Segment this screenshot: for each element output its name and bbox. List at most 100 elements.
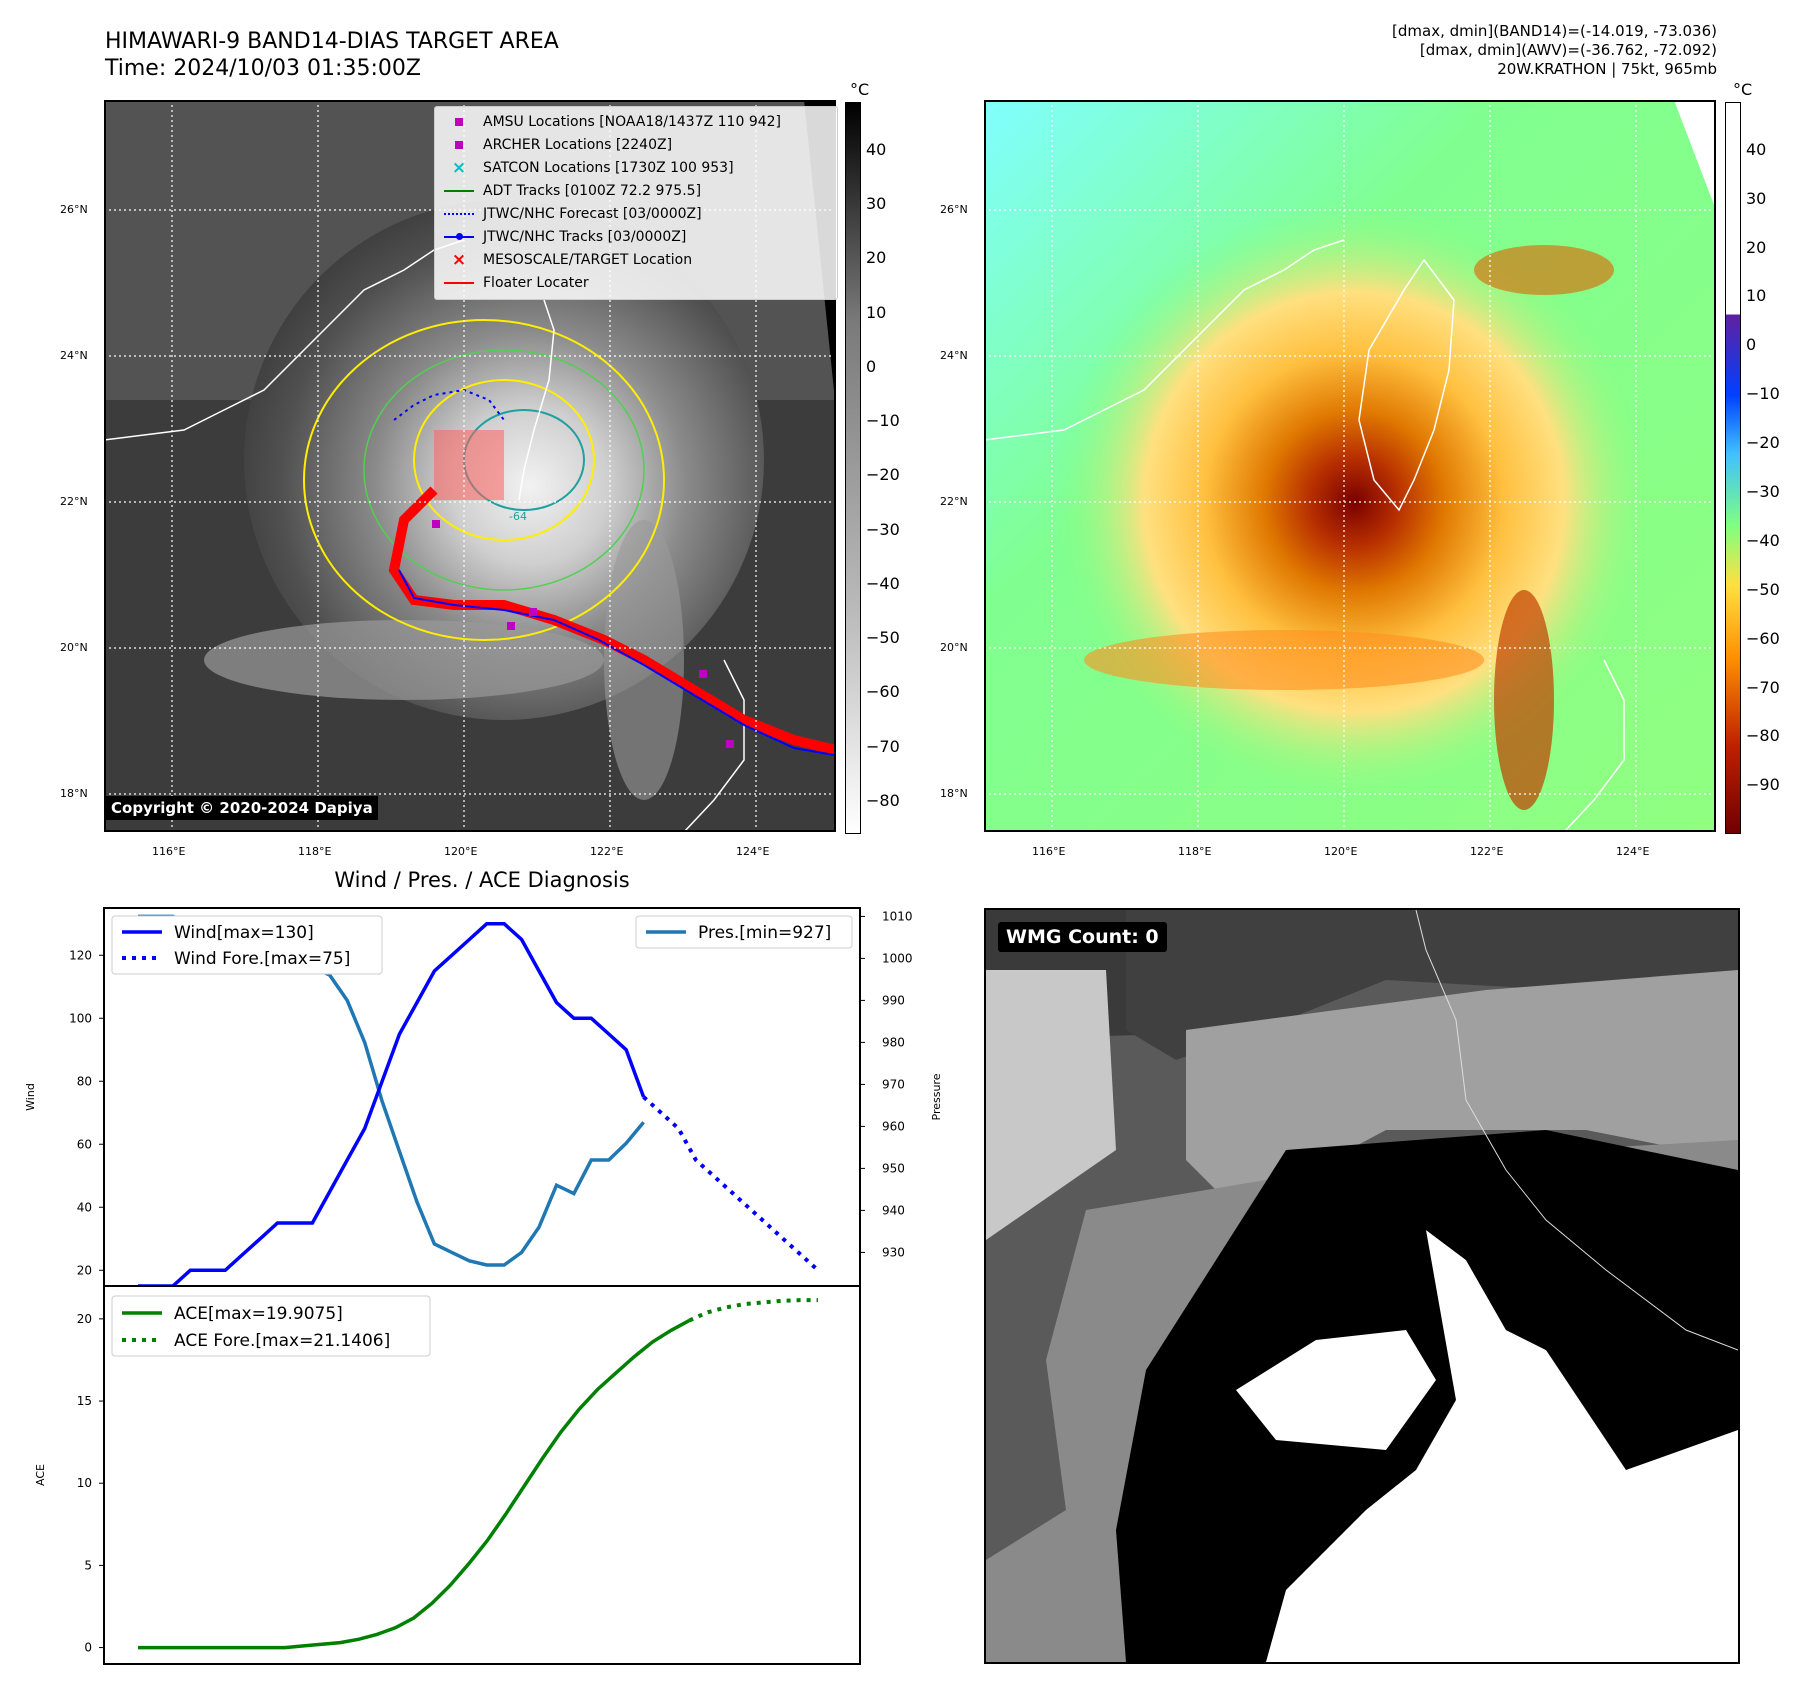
legend-marker-icon bbox=[441, 203, 477, 226]
lat-label-26: 26°N bbox=[60, 203, 88, 216]
lon-label-116: 116°E bbox=[152, 845, 186, 858]
legend-marker-icon bbox=[441, 226, 477, 249]
figure-title: HIMAWARI-9 BAND14-DIAS TARGET AREA Time:… bbox=[105, 28, 559, 82]
pressure-legend: Pres.[min=927] bbox=[635, 915, 853, 949]
ir-satellite-map: -64 AMSU Locations [NO bbox=[103, 100, 838, 833]
info-line-2: [dmax, dmin](AWV)=(-36.762, -72.092) bbox=[1419, 41, 1717, 59]
color-ir-map bbox=[983, 100, 1716, 833]
wind-axis-label: Wind bbox=[24, 1083, 37, 1111]
ace-legend: ACE[max=19.9075] ACE Fore.[max=21.1406] bbox=[111, 1295, 431, 1357]
legend-label: JTWC/NHC Forecast [03/0000Z] bbox=[483, 206, 702, 222]
contour-label: -64 bbox=[509, 510, 527, 523]
ace-axes: 0 5 10 15 20 ACE ACE[max=19.9075] ACE Fore.[max… bbox=[34, 1285, 861, 1665]
legend-label: SATCON Locations [1730Z 100 953] bbox=[483, 160, 734, 176]
legend-entry: × SATCON Locations [1730Z 100 953] bbox=[441, 157, 831, 180]
ace-y-tick-label: 20 bbox=[77, 1312, 92, 1326]
amsu-markers bbox=[432, 520, 734, 748]
legend-marker-icon bbox=[441, 134, 477, 157]
wind-y-tick-label: 20 bbox=[77, 1263, 92, 1277]
ace-axis-label: ACE bbox=[34, 1464, 47, 1486]
pressure-legend-label: Pres.[min=927] bbox=[698, 923, 831, 943]
legend-entry: ADT Tracks [0100Z 72.2 975.5] bbox=[441, 180, 831, 203]
gray-colorbar bbox=[845, 102, 861, 834]
map-legend: AMSU Locations [NOAA18/1437Z 110 942] ARC… bbox=[434, 106, 838, 300]
legend-entry: × MESOSCALE/TARGET Location bbox=[441, 249, 831, 272]
legend-entry: AMSU Locations [NOAA18/1437Z 110 942] bbox=[441, 111, 831, 134]
pressure-y-tick-label: 990 bbox=[882, 993, 905, 1007]
color-map-gridlines bbox=[984, 100, 1716, 832]
ace-legend-box bbox=[111, 1295, 431, 1357]
diagnosis-chart-svg: 2040608010012093094095096097098099010001… bbox=[24, 907, 943, 1665]
pressure-y-tick-label: 950 bbox=[882, 1161, 905, 1175]
lon-label-122: 122°E bbox=[590, 845, 624, 858]
lat-label-24: 24°N bbox=[60, 349, 88, 362]
ace-forecast-legend-label: ACE Fore.[max=21.1406] bbox=[174, 1331, 390, 1351]
pressure-y-tick-label: 930 bbox=[882, 1245, 905, 1259]
wind-legend: Wind[max=130] Wind Fore.[max=75] bbox=[111, 915, 383, 975]
legend-label: ARCHER Locations [2240Z] bbox=[483, 137, 673, 153]
wind-legend-label: Wind[max=130] bbox=[174, 923, 314, 943]
wind-forecast-series-line bbox=[642, 1095, 820, 1272]
title-line-2: Time: 2024/10/03 01:35:00Z bbox=[105, 56, 421, 81]
title-line-1: HIMAWARI-9 BAND14-DIAS TARGET AREA bbox=[105, 29, 559, 54]
ace-legend-label: ACE[max=19.9075] bbox=[174, 1304, 343, 1324]
pressure-axis-label: Pressure bbox=[930, 1073, 943, 1120]
wind-legend-box bbox=[111, 915, 383, 975]
legend-marker-icon bbox=[441, 111, 477, 134]
wind-y-tick-label: 120 bbox=[69, 948, 92, 962]
legend-entry: ARCHER Locations [2240Z] bbox=[441, 134, 831, 157]
wind-pressure-axes: 20 40 60 80 100 120 930 940 950 960 970 980 990 1000 1… bbox=[24, 907, 943, 1288]
pressure-y-tick-label: 1000 bbox=[882, 951, 913, 965]
wind-y-tick-label: 60 bbox=[77, 1137, 92, 1151]
legend-entry: JTWC/NHC Forecast [03/0000Z] bbox=[441, 203, 831, 226]
jtwc-track bbox=[398, 569, 835, 756]
legend-label: ADT Tracks [0100Z 72.2 975.5] bbox=[483, 183, 702, 199]
color-colorbar-ticks: 40 30 20 10 0 −10 −20 −30 −40 −50 −60 −7… bbox=[1746, 140, 1780, 794]
legend-marker-icon: × bbox=[451, 250, 467, 270]
lat-label-20: 20°N bbox=[60, 641, 88, 654]
target-area-box bbox=[434, 430, 504, 500]
ace-forecast-series-line bbox=[688, 1298, 818, 1323]
pressure-y-tick-label: 1010 bbox=[882, 909, 913, 923]
ace-y-tick-label: 10 bbox=[77, 1476, 92, 1490]
wind-y-tick-label: 40 bbox=[77, 1200, 92, 1214]
wind-series-line bbox=[138, 922, 646, 1288]
legend-marker-icon: × bbox=[451, 158, 467, 178]
wind-forecast-legend-label: Wind Fore.[max=75] bbox=[174, 949, 350, 969]
legend-entry: JTWC/NHC Tracks [03/0000Z] bbox=[441, 226, 831, 249]
pressure-y-tick-label: 960 bbox=[882, 1119, 905, 1133]
lon-label-120: 120°E bbox=[444, 845, 478, 858]
lon-label-124: 124°E bbox=[736, 845, 770, 858]
wmg-panel: WMG Count: 0 bbox=[984, 908, 1740, 1664]
ace-series-line bbox=[138, 1318, 691, 1650]
pressure-y-tick-label: 970 bbox=[882, 1077, 905, 1091]
legend-label: MESOSCALE/TARGET Location bbox=[483, 252, 693, 268]
legend-marker-icon bbox=[441, 272, 477, 295]
lon-label-118: 118°E bbox=[298, 845, 332, 858]
wmg-image-svg bbox=[986, 910, 1738, 1662]
wmg-count-badge: WMG Count: 0 bbox=[998, 922, 1167, 952]
pressure-y-tick-label: 980 bbox=[882, 1035, 905, 1049]
info-line-1: [dmax, dmin](BAND14)=(-14.019, -73.036) bbox=[1392, 22, 1717, 40]
wind-y-tick-label: 80 bbox=[77, 1074, 92, 1088]
ace-y-tick-label: 5 bbox=[84, 1558, 92, 1572]
ace-y-tick-label: 0 bbox=[84, 1641, 92, 1655]
diagnosis-title: Wind / Pres. / ACE Diagnosis bbox=[334, 868, 630, 892]
legend-label: Floater Locater bbox=[483, 275, 589, 291]
gray-colorbar-ticks: 40 30 20 10 0 −10 −20 −30 −40 −50 −60 −7… bbox=[866, 140, 900, 810]
storm-info: [dmax, dmin](BAND14)=(-14.019, -73.036) … bbox=[1392, 22, 1717, 79]
legend-marker-icon bbox=[441, 180, 477, 203]
info-line-3: 20W.KRATHON | 75kt, 965mb bbox=[1497, 60, 1717, 78]
lat-label-22: 22°N bbox=[60, 495, 88, 508]
pressure-legend-box bbox=[635, 915, 853, 949]
ace-y-tick-label: 15 bbox=[77, 1394, 92, 1408]
color-map-svg bbox=[983, 100, 1716, 833]
copyright-badge: Copyright © 2020-2024 Dapiya bbox=[106, 796, 378, 820]
wind-y-tick-label: 100 bbox=[69, 1011, 92, 1025]
lat-label-18: 18°N bbox=[60, 787, 88, 800]
color-colorbar-unit: °C bbox=[1733, 80, 1753, 99]
color-colorbar bbox=[1725, 102, 1741, 834]
legend-entry: Floater Locater bbox=[441, 272, 831, 295]
gray-colorbar-unit: °C bbox=[850, 80, 870, 99]
legend-label: AMSU Locations [NOAA18/1437Z 110 942] bbox=[483, 114, 782, 130]
